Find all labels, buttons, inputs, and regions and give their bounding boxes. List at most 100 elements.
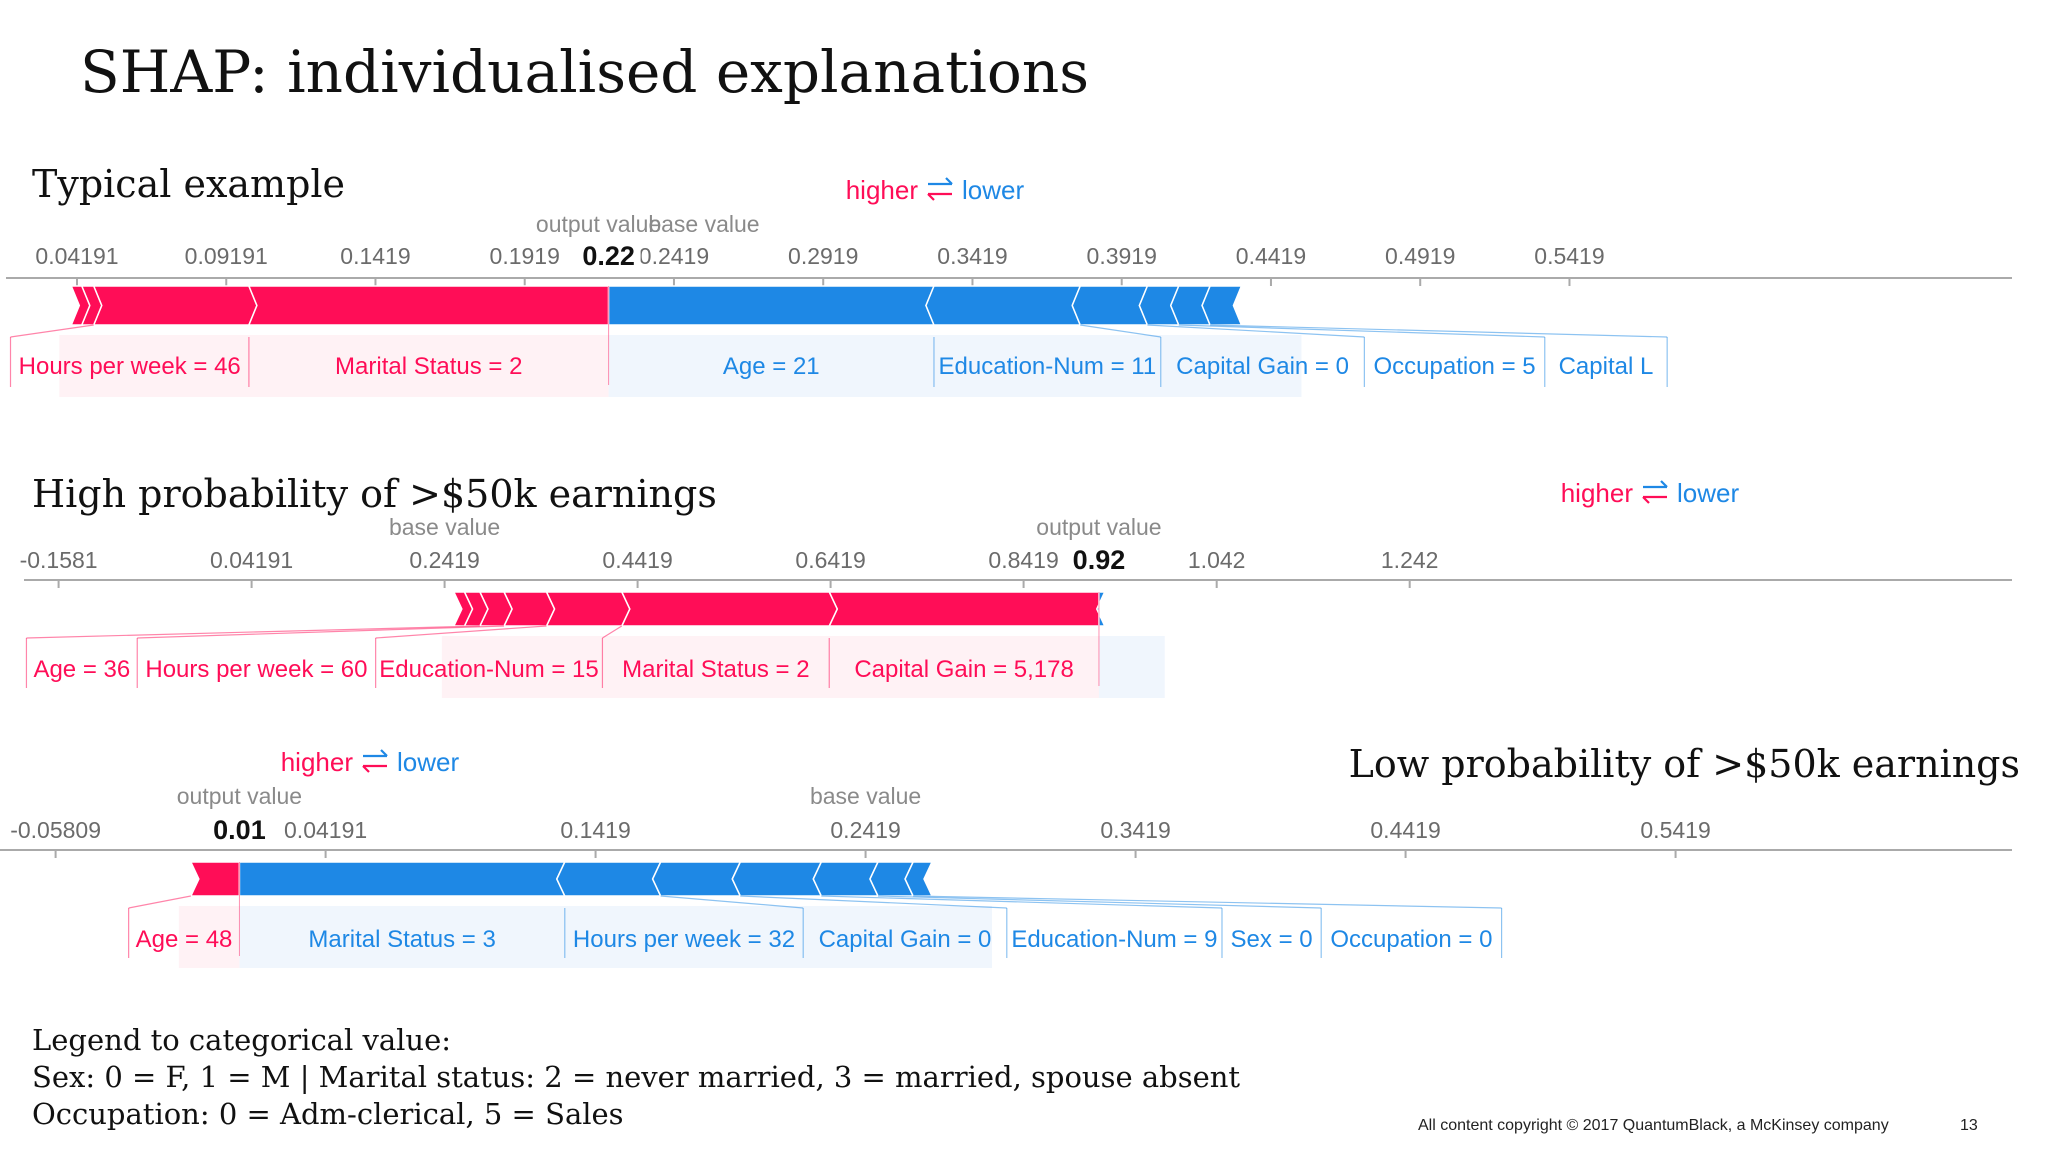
plot3-negative-bar-segment — [555, 861, 662, 897]
plot1-feature-label: Age = 21 — [723, 353, 820, 380]
plot1-tick-label: 0.3419 — [937, 243, 1007, 269]
plot3-tick-label: 0.2419 — [830, 817, 900, 843]
plot1-tick-label: 0.1919 — [490, 243, 560, 269]
plot1-swap-arrow — [927, 192, 952, 201]
plot2-negative-bar-segment — [1095, 591, 1106, 627]
plot2-feature-connector — [602, 625, 623, 639]
plot1-negative-bar-segment — [607, 285, 936, 326]
plot2-tick-label: 0.8419 — [988, 547, 1058, 573]
plot3-feature-connector — [660, 895, 804, 909]
plot1-swap-arrow — [928, 177, 953, 186]
plot1-tick-label: 0.2919 — [788, 243, 858, 269]
plot2-tick-label: 0.6419 — [795, 547, 865, 573]
plot3-feature-connector — [740, 895, 1007, 909]
plot3-negative-bar-segment — [812, 861, 880, 897]
plot3-base-value-label: base value — [810, 783, 921, 809]
plot3-tick-label: -0.05809 — [10, 817, 101, 843]
plot2-tick-label: 1.042 — [1188, 547, 1246, 573]
plot1-negative-bar-segment — [1201, 285, 1243, 326]
plot1-output-value: 0.22 — [582, 241, 635, 271]
plot2-feature-label: Hours per week = 60 — [145, 656, 367, 683]
plot1-feature-connector — [1080, 324, 1161, 338]
plot1-base-value-label: base value — [648, 211, 759, 237]
plot1-feature-connector — [1178, 324, 1545, 338]
plot2-feature-label: Marital Status = 2 — [622, 656, 809, 683]
plot3-feature-label: Education-Num = 9 — [1011, 926, 1217, 953]
plot1-output-value-backdrop — [576, 240, 641, 270]
plot2-tick-label: 0.2419 — [409, 547, 479, 573]
plot2-positive-bar-segment — [828, 591, 1100, 627]
plot1-feature-connector — [1210, 324, 1668, 338]
plot2-feature-label: Capital Gain = 5,178 — [854, 656, 1073, 683]
plot3-tick-label: 0.04191 — [284, 817, 367, 843]
plot3-negative-bar-segment — [651, 861, 742, 897]
plot1-tick-label: 0.4919 — [1385, 243, 1455, 269]
plot3-feature-connector — [821, 895, 1223, 909]
categorical-legend-note: Legend to categorical value: Sex: 0 = F,… — [32, 1022, 1240, 1133]
plot1-tick-label: 0.3919 — [1087, 243, 1157, 269]
section-label-low: Low probability of >$50k earnings — [1348, 742, 2020, 786]
plot1-lower-label: lower — [962, 175, 1024, 205]
plot1-swap-arrows-icon — [927, 177, 953, 201]
plot2-negative-label-band — [1098, 636, 1165, 698]
plot2-output-value: 0.92 — [1073, 545, 1126, 575]
legend-note-line-3: Occupation: 0 = Adm-clerical, 5 = Sales — [32, 1097, 624, 1131]
plot1-output-value-label: output value — [536, 211, 661, 237]
plot3-tick-label: 0.1419 — [560, 817, 630, 843]
plot3-feature-label: Occupation = 0 — [1330, 926, 1492, 953]
plot3-feature-label: Sex = 0 — [1231, 926, 1313, 953]
plot3-feature-label: Hours per week = 32 — [573, 926, 795, 953]
plot2-positive-label-band — [441, 636, 1099, 698]
section-label-typical: Typical example — [32, 162, 346, 206]
plot1-positive-label-band — [59, 335, 609, 397]
plot1-feature-label: Hours per week = 46 — [19, 353, 241, 380]
plot1-tick-label: 0.5419 — [1534, 243, 1604, 269]
plot3-feature-label: Capital Gain = 0 — [819, 926, 992, 953]
plot1-negative-label-band — [608, 335, 1302, 397]
plot1-tick-label: 0.2419 — [639, 243, 709, 269]
plot1-feature-label: Occupation = 5 — [1374, 353, 1536, 380]
plot1-feature-connector — [10, 324, 94, 338]
plot3-output-value-backdrop — [207, 814, 272, 844]
plot2-positive-bar-segment — [620, 591, 839, 627]
plot1-tick-label: 0.09191 — [185, 243, 268, 269]
plot3-feature-connector — [128, 895, 191, 909]
plot3-output-value-label: output value — [177, 783, 302, 809]
plot1-tick-label: 0.04191 — [35, 243, 118, 269]
plot2-output-value-label: output value — [1036, 514, 1161, 540]
legend-note-line-2: Sex: 0 = F, 1 = M | Marital status: 2 = … — [32, 1060, 1241, 1094]
plot1-feature-connector — [1147, 324, 1365, 338]
plot3-positive-label-band — [178, 906, 240, 968]
plot2-tick-label: -0.1581 — [20, 547, 98, 573]
plot2-higher-label: higher — [1561, 478, 1634, 508]
plot3-feature-label: Age = 48 — [136, 926, 233, 953]
plot3-lower-label: lower — [397, 747, 459, 777]
legend-note-line-1: Legend to categorical value: — [32, 1023, 452, 1057]
plot3-output-value: 0.01 — [213, 815, 266, 845]
plot1-feature-label: Marital Status = 2 — [335, 353, 522, 380]
plot1-higher-label: higher — [846, 175, 919, 205]
plot3-negative-label-band — [239, 906, 992, 968]
plot2-tick-label: 1.242 — [1381, 547, 1439, 573]
plot1-feature-label: Education-Num = 11 — [939, 353, 1157, 380]
plot2-tick-label: 0.4419 — [602, 547, 672, 573]
plot2-swap-arrows-icon — [1642, 480, 1668, 504]
plot3-feature-label: Marital Status = 3 — [308, 926, 495, 953]
plot3-feature-connector — [877, 895, 1322, 909]
plot3-feature-connector — [913, 895, 1502, 909]
plot3-swap-arrow — [363, 749, 388, 758]
slide-title: SHAP: individualised explanations — [80, 38, 1089, 106]
plot3-positive-bar-segment — [189, 861, 241, 897]
plot1-positive-bar-segment — [247, 285, 610, 326]
plot2-feature-label: Education-Num = 15 — [379, 656, 598, 683]
plot1-feature-label: Capital Gain = 0 — [1176, 353, 1349, 380]
plot2-tick-label: 0.04191 — [210, 547, 293, 573]
plot2-swap-arrow — [1643, 480, 1668, 489]
plot3-negative-bar-segment — [731, 861, 823, 897]
plot1-tick-label: 0.4419 — [1236, 243, 1306, 269]
page-number: 13 — [1960, 1117, 1978, 1134]
plot3-swap-arrows-icon — [362, 749, 388, 773]
plot2-swap-arrow — [1642, 495, 1667, 504]
plot3-swap-arrow — [362, 764, 387, 773]
